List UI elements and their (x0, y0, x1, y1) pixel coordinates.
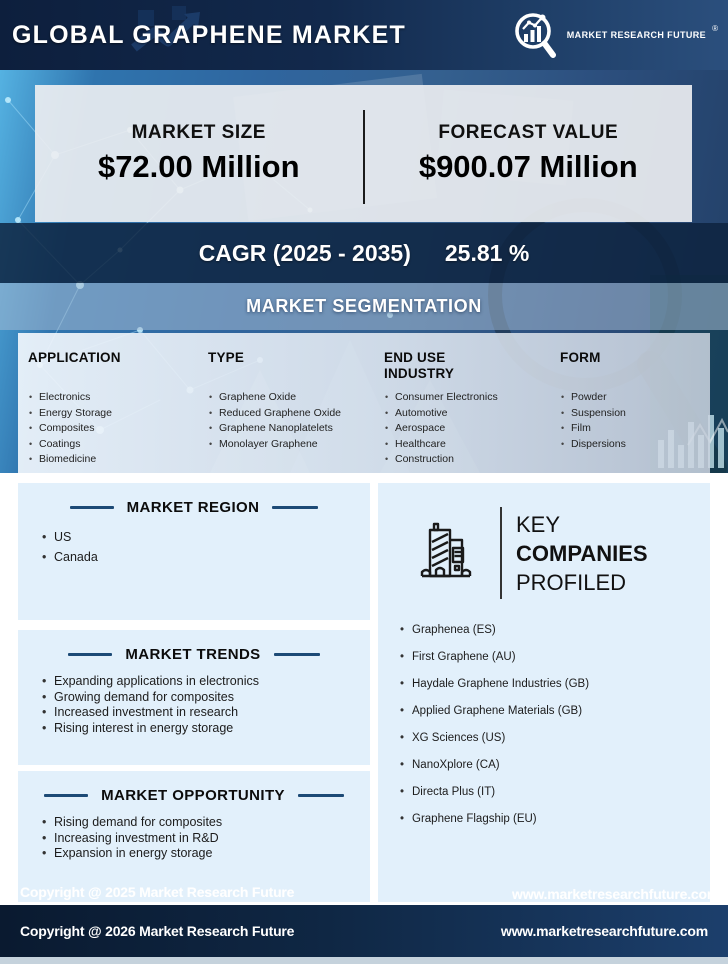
cagr-value: 25.81 % (444, 239, 530, 266)
list-item: Graphene Flagship (EU) (400, 806, 710, 833)
logo-text: MARKET RESEARCH FUTURE (566, 30, 707, 40)
panel-title-row: MARKET TRENDS (18, 630, 370, 663)
list-item: Expanding applications in electronics (42, 674, 370, 690)
title-rule-left (68, 653, 113, 656)
cagr-label: CAGR (2025 - 2035) (198, 239, 411, 266)
list-item: Suspension (560, 406, 710, 422)
bottom-strip (0, 957, 728, 964)
list-item: Energy Storage (28, 406, 208, 422)
header: GLOBAL GRAPHENE MARKET MARKET RESEARCH F… (0, 0, 728, 70)
hero-section: MARKET SIZE $72.00 Million FORECAST VALU… (0, 70, 728, 473)
title-rule-right (272, 506, 319, 509)
trend-arrow-icon (131, 6, 200, 52)
segmentation-title: MARKET SEGMENTATION (246, 296, 482, 316)
market-size-value: $72.00 Million (97, 149, 300, 184)
footer-website-link[interactable]: www.marketresearchfuture.com (500, 923, 708, 939)
market-region-title: MARKET REGION (126, 499, 260, 516)
forecast-value-value: $900.07 Million (418, 149, 638, 184)
market-opportunity-panel: MARKET OPPORTUNITY Rising demand for com… (18, 771, 370, 902)
list-item: Expansion in energy storage (42, 846, 370, 862)
panel-title-row: MARKET OPPORTUNITY (18, 771, 370, 804)
key-companies-panel: KEY COMPANIES PROFILED Graphenea (ES) Fi… (378, 483, 710, 902)
segment-column-end-use: END USE INDUSTRY Consumer Electronics Au… (384, 350, 560, 473)
column-header: APPLICATION (28, 350, 121, 365)
companies-title-line1: KEY (516, 511, 561, 537)
segment-column-application: APPLICATION Electronics Energy Storage C… (28, 350, 208, 473)
list-item: Graphenea (ES) (400, 617, 710, 644)
footer-copyright: Copyright @ 2026 Market Research Future (20, 923, 295, 939)
list-item: Graphene Oxide (208, 390, 384, 406)
list-item: Increasing investment in R&D (42, 831, 370, 847)
market-size-label: MARKET SIZE (131, 122, 266, 143)
column-header: TYPE (208, 350, 245, 365)
list-item: Electronics (28, 390, 208, 406)
vertical-divider (362, 110, 365, 204)
companies-title-line2: COMPANIES (516, 540, 648, 566)
list-item: Rising interest in energy storage (42, 721, 370, 737)
market-size-block: MARKET SIZE $72.00 Million (35, 85, 363, 222)
forecast-value-label: FORECAST VALUE (438, 122, 619, 143)
segment-column-form: FORM Powder Suspension Film Dispersions (560, 350, 710, 473)
companies-header: KEY COMPANIES PROFILED (378, 483, 710, 599)
segmentation-panel: APPLICATION Electronics Energy Storage C… (18, 333, 710, 473)
list-item: Canada (42, 547, 370, 567)
segment-column-type: TYPE Graphene Oxide Reduced Graphene Oxi… (208, 350, 384, 473)
list-item: Growing demand for composites (42, 690, 370, 706)
market-opportunity-title: MARKET OPPORTUNITY (101, 787, 285, 804)
title-rule-left (44, 794, 89, 797)
list-item: Rising demand for composites (42, 815, 370, 831)
title-rule-right (297, 794, 344, 797)
logo-magnifier-chart-icon (514, 13, 556, 58)
list-item: Reduced Graphene Oxide (208, 406, 384, 422)
list-item: Powder (560, 390, 710, 406)
list-item: Monolayer Graphene (208, 437, 384, 453)
brand-logo: MARKET RESEARCH FUTURE ® (511, 10, 718, 60)
footer: Copyright @ 2026 Market Research Future … (0, 905, 728, 957)
forecast-value-block: FORECAST VALUE $900.07 Million (365, 85, 693, 222)
market-region-panel: MARKET REGION US Canada (18, 483, 370, 620)
list-item: Composites (28, 421, 208, 437)
segmentation-band: MARKET SEGMENTATION (0, 283, 728, 330)
page-title: GLOBAL GRAPHENE MARKET (12, 20, 407, 49)
list-item: Directa Plus (IT) (400, 779, 710, 806)
list-item: NanoXplore (CA) (400, 752, 710, 779)
list-item: US (42, 527, 370, 547)
watermark-website: www.marketresearchfuture.com (512, 886, 720, 902)
list-item: Applied Graphene Materials (GB) (400, 698, 710, 725)
list-item: Increased investment in research (42, 705, 370, 721)
market-trends-panel: MARKET TRENDS Expanding applications in … (18, 630, 370, 765)
companies-title: KEY COMPANIES PROFILED (516, 510, 648, 597)
list-item: Graphene Nanoplatelets (208, 421, 384, 437)
list-item: XG Sciences (US) (400, 725, 710, 752)
market-stats-panel: MARKET SIZE $72.00 Million FORECAST VALU… (35, 85, 692, 222)
column-header: FORM (560, 350, 601, 365)
cagr-band: CAGR (2025 - 2035) 25.81 % (0, 223, 728, 283)
market-trends-title: MARKET TRENDS (125, 646, 261, 663)
list-item: Automotive (384, 406, 560, 422)
companies-title-line3: PROFILED (516, 569, 627, 595)
column-header: END USE INDUSTRY (384, 350, 455, 381)
list-item: Biomedicine (28, 452, 208, 468)
list-item: Aerospace (384, 421, 560, 437)
list-item: Construction (384, 452, 560, 468)
title-rule-right (273, 653, 320, 656)
registered-mark: ® (712, 23, 718, 33)
building-icon (420, 522, 472, 578)
list-item: Coatings (28, 437, 208, 453)
watermark-copyright: Copyright @ 2025 Market Research Future (20, 884, 295, 900)
list-item: First Graphene (AU) (400, 644, 710, 671)
list-item: Film (560, 421, 710, 437)
list-item: Consumer Electronics (384, 390, 560, 406)
vertical-divider (500, 507, 502, 599)
list-item: Dispersions (560, 437, 710, 453)
title-rule-left (69, 506, 114, 509)
list-item: Haydale Graphene Industries (GB) (400, 671, 710, 698)
list-item: Healthcare (384, 437, 560, 453)
panel-title-row: MARKET REGION (18, 483, 370, 516)
